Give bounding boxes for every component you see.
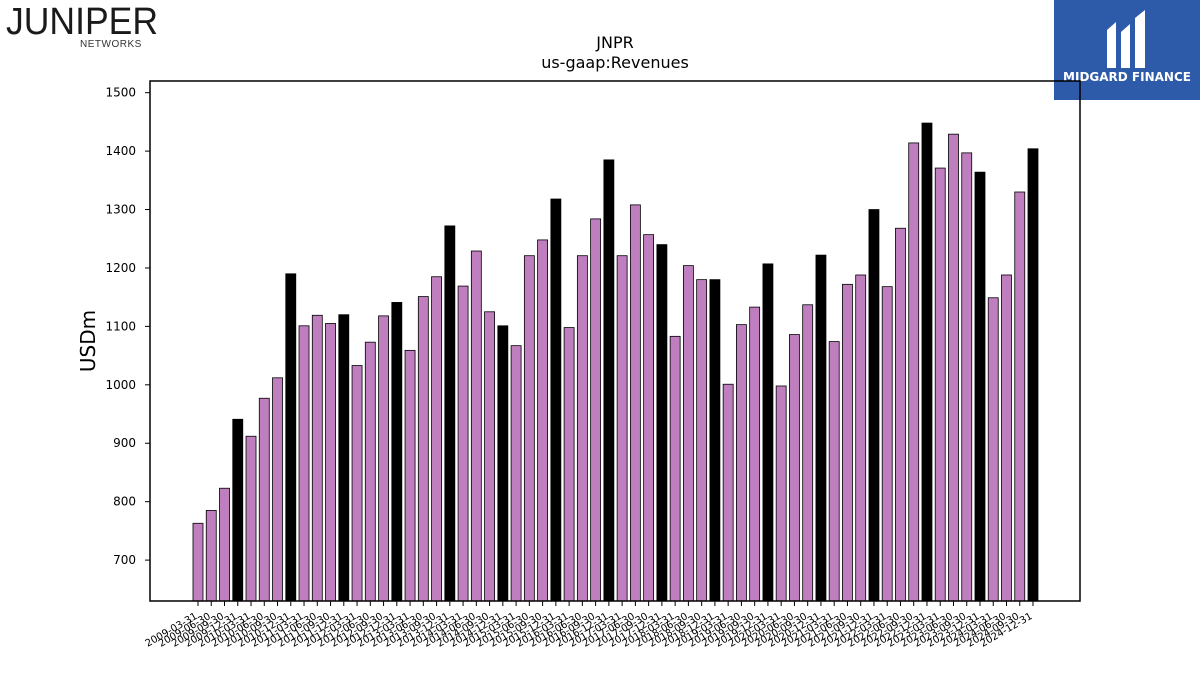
bar-2022-12-31	[921, 122, 933, 602]
bar-2013-03-31	[404, 349, 416, 602]
bar-2010-03-31	[245, 435, 257, 602]
chart-subtitle: us-gaap:Revenues	[541, 53, 689, 72]
bar-2010-06-30	[258, 397, 270, 602]
y-tick-label: 1500	[105, 86, 136, 100]
bar-2019-09-30	[749, 306, 761, 602]
bar-2013-12-31	[444, 225, 456, 602]
bar-2011-09-30	[325, 323, 336, 602]
bar-2021-03-31	[828, 341, 840, 602]
bar-2021-09-30	[855, 274, 867, 602]
bar-2017-12-31	[656, 244, 668, 602]
bar-2023-12-31	[974, 171, 986, 602]
bar-2019-03-31	[722, 383, 734, 602]
bar-2018-09-30	[696, 279, 708, 602]
juniper-logo-text: JUNIPER	[6, 2, 158, 43]
bar-2009-09-30	[219, 487, 230, 602]
juniper-logo-subtext: NETWORKS	[80, 39, 142, 50]
bar-2016-12-31	[603, 159, 615, 602]
bar-2012-03-31	[351, 365, 363, 602]
bar-2015-12-31	[550, 198, 562, 602]
bar-2013-06-30	[417, 296, 429, 602]
bar-2023-09-30	[961, 152, 973, 602]
y-tick-label: 1200	[105, 261, 136, 275]
bar-2010-12-31	[285, 273, 297, 602]
bar-2015-06-30	[523, 255, 535, 602]
bar-2024-09-30	[1014, 191, 1026, 602]
bar-2022-03-31	[881, 286, 893, 602]
bar-2022-06-30	[895, 227, 906, 602]
bar-2011-06-30	[311, 314, 323, 602]
bar-2014-06-30	[470, 250, 482, 602]
bar-2023-03-31	[934, 167, 946, 602]
bar-2020-12-31	[815, 254, 827, 602]
bar-2015-09-30	[537, 239, 548, 602]
bar-2015-03-31	[510, 345, 522, 602]
bar-2020-06-30	[789, 334, 800, 602]
midgard-emblem-icon: MIDGARD FINANCE	[1063, 10, 1191, 84]
bar-2013-09-30	[431, 276, 442, 602]
bar-2017-03-31	[616, 255, 628, 602]
bar-2009-12-31	[232, 418, 244, 602]
bar-2021-06-30	[842, 283, 853, 602]
bar-2010-09-30	[272, 377, 283, 602]
bar-2018-12-31	[709, 279, 721, 602]
bar-2016-06-30	[576, 255, 588, 602]
y-tick-label: 900	[113, 436, 136, 450]
bar-2014-03-31	[457, 285, 469, 602]
y-tick-label: 1300	[105, 203, 136, 217]
bar-2020-03-31	[775, 385, 787, 602]
bar-2009-03-31	[192, 522, 204, 602]
bar-2024-12-31	[1027, 148, 1039, 602]
bar-2012-09-30	[378, 315, 389, 602]
bar-2011-12-31	[338, 314, 350, 602]
bar-2024-06-30	[1001, 274, 1012, 602]
juniper-logo: JUNIPER NETWORKS	[6, 2, 158, 50]
bar-2020-09-30	[802, 304, 814, 602]
y-tick-label: 800	[113, 495, 136, 509]
y-tick-label: 1400	[105, 144, 136, 158]
bar-2023-06-30	[948, 133, 959, 602]
bar-2019-12-31	[762, 263, 774, 602]
chart-title: JNPR	[595, 33, 633, 52]
y-tick-label: 1100	[105, 319, 136, 333]
y-axis-label: USDm	[76, 310, 100, 372]
plot-frame	[149, 80, 1081, 602]
bar-2016-03-31	[563, 327, 575, 602]
bar-2014-12-31	[497, 325, 509, 602]
midgard-finance-logo: MIDGARD FINANCE	[1054, 0, 1200, 100]
bar-2019-06-30	[736, 324, 747, 602]
bar-2012-06-30	[364, 341, 376, 602]
y-tick-label: 1000	[105, 378, 136, 392]
bar-2014-09-30	[484, 311, 495, 602]
bar-2016-09-30	[590, 218, 602, 602]
bar-2012-12-31	[391, 302, 403, 602]
midgard-logo-text: MIDGARD FINANCE	[1063, 70, 1191, 84]
bar-2009-06-30	[205, 510, 217, 602]
bar-2011-03-31	[298, 325, 310, 602]
bar-2018-03-31	[669, 335, 681, 602]
bar-2024-03-31	[987, 297, 999, 602]
bar-2017-09-30	[643, 234, 655, 602]
bar-2017-06-30	[629, 204, 641, 602]
bar-2021-12-31	[868, 209, 880, 602]
y-tick-label: 700	[113, 553, 136, 567]
bar-2018-06-30	[683, 265, 694, 602]
bar-2022-09-30	[908, 142, 920, 602]
